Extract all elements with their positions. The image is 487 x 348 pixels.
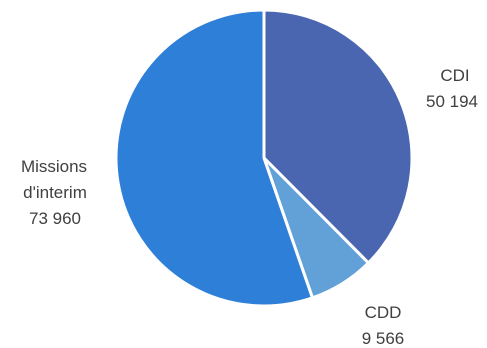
slice-label-missions-name-line2: d'interim <box>23 183 87 202</box>
slice-label-cdd-name: CDD <box>365 303 402 322</box>
slice-label-missions-name-line1: Missions <box>21 157 87 176</box>
pie-slice-cdi <box>262 8 414 265</box>
slice-label-cdd-value: 9 566 <box>362 329 405 348</box>
slice-label-cdi: CDI 50 194 <box>426 66 478 111</box>
slice-label-cdi-name: CDI <box>440 66 469 85</box>
pie-slice-missions <box>114 8 314 308</box>
slice-label-missions-value: 73 960 <box>29 209 81 228</box>
pie-slices <box>114 8 414 308</box>
slice-label-cdd: CDD 9 566 <box>362 303 405 348</box>
slice-label-cdi-value: 50 194 <box>426 92 478 111</box>
slice-label-missions: Missions d'interim 73 960 <box>21 157 87 228</box>
